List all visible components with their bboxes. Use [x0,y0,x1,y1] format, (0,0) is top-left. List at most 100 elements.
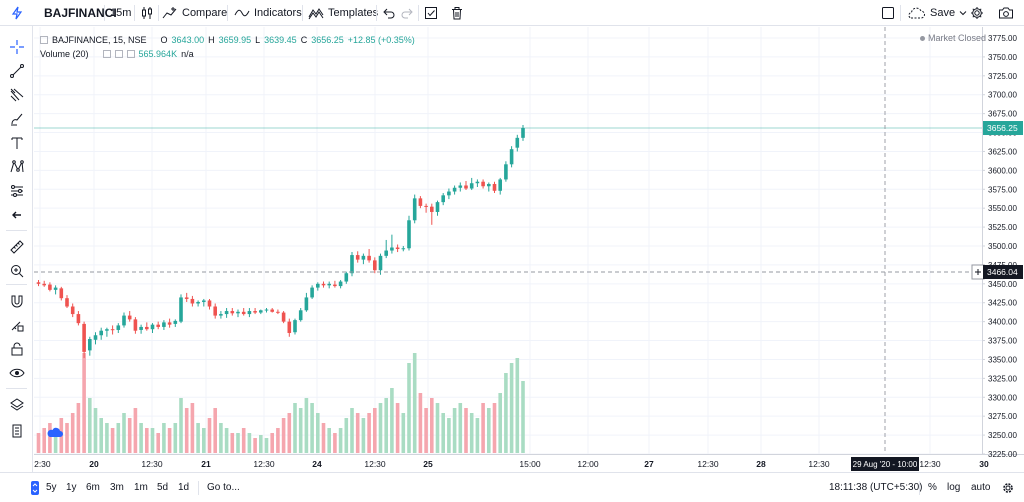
candle-body[interactable] [93,335,98,340]
goto-button[interactable]: Go to... [207,482,240,493]
candle-body[interactable] [207,300,212,307]
candle-body[interactable] [344,273,349,282]
candle-body[interactable] [418,198,423,206]
candle-body[interactable] [287,321,292,333]
candles-icon[interactable] [140,0,154,26]
candle-body[interactable] [190,298,195,304]
settings-small-icon[interactable] [114,50,123,58]
candle-body[interactable] [304,297,309,311]
candle-body[interactable] [70,306,75,315]
trend-line-icon[interactable] [6,60,27,81]
candle-body[interactable] [276,311,280,313]
candle-body[interactable] [441,195,445,203]
interval-button[interactable]: 15m [110,7,132,19]
log-toggle[interactable]: log [947,482,961,493]
candle-body[interactable] [338,281,343,287]
chart-pane[interactable]: 3775.003750.003725.003700.003675.003650.… [29,27,1024,472]
candle-body[interactable] [167,322,172,325]
pattern-icon[interactable] [6,156,27,177]
price-axis[interactable] [982,27,1024,472]
candle-body[interactable] [464,185,468,189]
candle-body[interactable] [76,314,81,324]
pitchfork-icon[interactable] [6,84,27,105]
range-5d[interactable]: 5d [157,482,169,493]
candle-body[interactable] [310,287,314,298]
candle-body[interactable] [424,205,428,207]
candle-body[interactable] [395,247,400,250]
candle-body[interactable] [99,330,103,336]
candle-body[interactable] [458,185,463,188]
candle-body[interactable] [196,301,200,304]
templates-button[interactable]: Templates [308,0,378,26]
candle-body[interactable] [202,300,206,302]
candle-body[interactable] [378,255,383,271]
candle-body[interactable] [53,287,58,290]
candle-body[interactable] [452,187,457,192]
candle-body[interactable] [407,220,411,249]
candle-body[interactable] [298,310,303,321]
candle-body[interactable] [435,202,440,212]
lightning-icon[interactable] [10,0,24,26]
indicators-button[interactable]: Indicators [234,0,302,26]
candle-body[interactable] [184,297,189,299]
candle-body[interactable] [122,315,126,326]
candle-body[interactable] [127,315,132,320]
candle-body[interactable] [481,181,485,187]
watchlist-icon[interactable] [6,420,27,441]
candle-body[interactable] [401,248,406,250]
candle-body[interactable] [281,312,286,322]
candle-body[interactable] [88,339,92,351]
clock[interactable]: 18:11:38 (UTC+5:30) [829,482,923,493]
candle-body[interactable] [156,324,160,327]
candle-body[interactable] [492,183,497,191]
layers-icon[interactable] [6,394,27,415]
candle-body[interactable] [264,309,269,311]
symbol-search[interactable]: BAJFINANCI [44,6,117,20]
prediction-icon[interactable] [6,180,27,201]
ruler-icon[interactable] [6,236,27,257]
candle-body[interactable] [515,137,520,148]
candle-body[interactable] [59,288,64,299]
percent-toggle[interactable]: % [928,482,937,493]
text-tool-icon[interactable] [6,132,27,153]
candle-body[interactable] [133,319,138,331]
candle-body[interactable] [333,284,337,287]
candle-body[interactable] [145,326,149,330]
price-chart[interactable]: 3775.003750.003725.003700.003675.003650.… [29,27,1024,472]
candle-body[interactable] [469,183,474,189]
gear-icon[interactable] [970,0,984,26]
candle-body[interactable] [475,181,480,184]
candle-body[interactable] [412,198,417,221]
candle-body[interactable] [498,179,502,191]
redo-icon[interactable] [400,0,414,26]
candle-body[interactable] [327,283,331,286]
candle-body[interactable] [173,320,178,324]
volume-title[interactable]: Volume (20) [40,49,89,59]
candle-body[interactable] [447,191,451,196]
candle-body[interactable] [509,149,514,165]
candle-body[interactable] [430,206,434,212]
candle-body[interactable] [213,306,217,316]
trash-icon[interactable] [450,0,464,26]
checkbox-icon[interactable] [424,0,438,26]
range-1m[interactable]: 1m [134,482,148,493]
candle-body[interactable] [350,255,354,274]
candle-body[interactable] [48,284,52,290]
candle-body[interactable] [224,311,229,315]
candle-body[interactable] [241,311,246,315]
candle-body[interactable] [390,247,394,251]
candle-body[interactable] [504,164,508,180]
candle-body[interactable] [139,326,143,330]
candle-body[interactable] [150,324,155,330]
candle-body[interactable] [321,283,326,286]
lock-drawings-icon[interactable] [6,314,27,335]
candle-body[interactable] [219,314,223,316]
candle-body[interactable] [247,311,252,315]
candle-body[interactable] [82,323,86,352]
crosshair-icon[interactable] [6,36,27,57]
candle-body[interactable] [230,311,235,314]
zoom-in-icon[interactable] [6,260,27,281]
candle-body[interactable] [179,297,183,322]
range-5y[interactable]: 5y [46,482,57,493]
save-button[interactable]: Save [906,0,967,26]
